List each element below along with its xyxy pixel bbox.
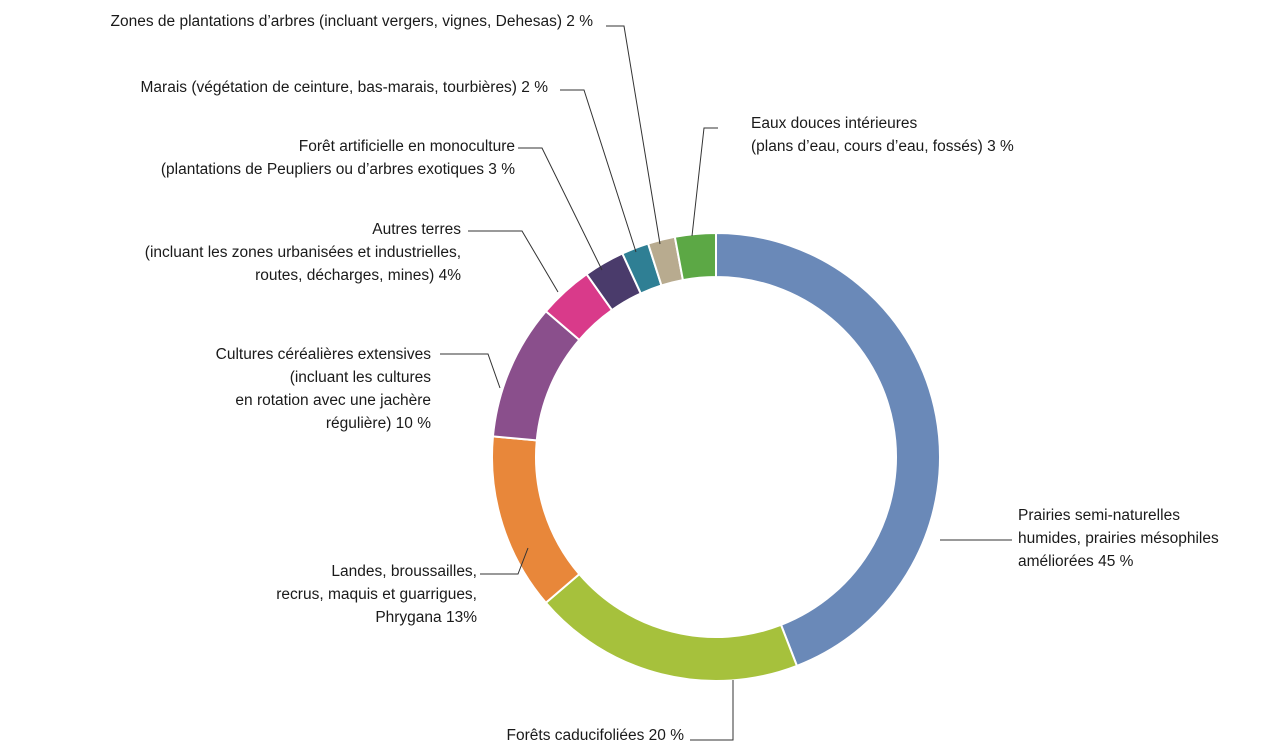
leader-cultures: [440, 353, 501, 389]
slice-forets-caducifoliees: [544, 572, 799, 682]
label-forets-caducifoliees: Forêts caducifoliées 20 %: [506, 727, 684, 744]
slice-cultures: [491, 309, 581, 442]
slice-eaux-douces: [673, 231, 717, 282]
leader-zones-plantations: [606, 25, 661, 245]
leader-landes: [480, 547, 529, 575]
label-prairies: Prairies semi-naturelles humides, prairi…: [1018, 507, 1219, 570]
label-zones-plantations: Zones de plantations d’arbres (incluant …: [110, 13, 593, 30]
leader-marais: [560, 89, 637, 253]
leader-foret-artificielle: [518, 147, 603, 271]
leader-lines: [440, 25, 1012, 741]
label-cultures: Cultures céréalières extensives (incluan…: [215, 346, 431, 432]
label-eaux-douces: Eaux douces intérieures (plans d’eau, co…: [751, 115, 1014, 155]
slice-prairies: [715, 231, 941, 668]
label-landes: Landes, broussailles, recrus, maquis et …: [276, 563, 477, 626]
leader-eaux-douces: [691, 127, 718, 237]
label-marais: Marais (végétation de ceinture, bas-mara…: [140, 79, 549, 96]
leader-forets: [690, 680, 734, 741]
label-foret-artificielle: Forêt artificielle en monoculture (plant…: [160, 138, 515, 178]
slice-landes: [491, 435, 581, 605]
leader-autres-terres: [468, 230, 559, 293]
label-autres-terres: Autres terres (incluant les zones urbani…: [144, 221, 461, 284]
donut-slices: [491, 231, 941, 682]
